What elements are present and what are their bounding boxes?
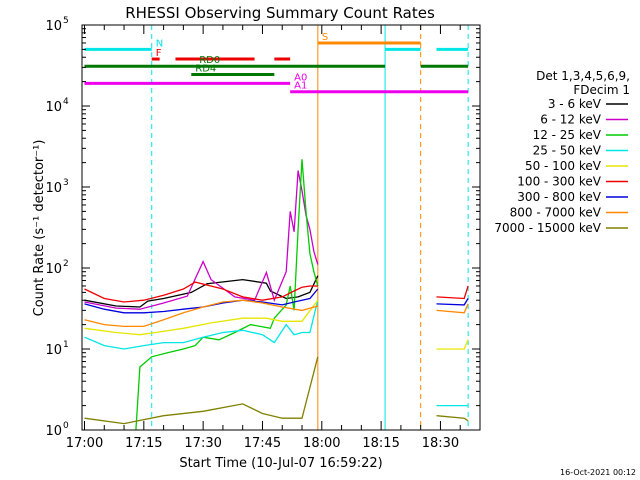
y-tick-label: 10 <box>45 100 62 115</box>
x-tick-label: 18:15 <box>362 436 399 451</box>
series-line-12-25-kev <box>135 159 319 430</box>
y-tick-exponent: 5 <box>63 16 69 26</box>
series-segment-after-gap-2 <box>436 303 469 314</box>
y-tick-label: 10 <box>45 262 62 277</box>
series-line-6-12-kev <box>84 170 319 310</box>
y-tick-exponent: 1 <box>63 340 69 350</box>
x-axis: 17:00 17:15 17:30 17:45 18:00 18:15 18:30 <box>66 25 481 451</box>
legend-label-300-800-kev: 300 - 800 keV <box>517 190 601 204</box>
y-tick-label: 10 <box>45 424 62 439</box>
flag-label-a1: A1 <box>294 81 307 92</box>
flag-label-s: S <box>322 32 328 43</box>
x-tick-label: 17:45 <box>244 436 281 451</box>
x-tick-label: 17:00 <box>66 436 103 451</box>
series-segment-after-gap-0 <box>436 285 469 300</box>
legend-label-7000-15000-kev: 7000 - 15000 keV <box>494 221 601 235</box>
series-line-3-6-kev <box>84 275 319 308</box>
flag-label-n: N <box>156 38 163 49</box>
flag-label-f: F <box>156 48 162 59</box>
series-line-25-50-kev <box>84 300 319 350</box>
series-segment-after-gap-5 <box>436 415 469 422</box>
legend-label-50-100-kev: 50 - 100 keV <box>525 159 602 173</box>
series-segment-after-gap-1 <box>436 298 469 306</box>
x-tick-label: 17:15 <box>125 436 162 451</box>
series-line-7000-15000-kev <box>84 356 319 425</box>
x-tick-label: 18:00 <box>303 436 340 451</box>
y-tick-exponent: 4 <box>63 97 69 107</box>
legend-header-line-2: FDecim 1 <box>573 83 630 97</box>
y-axis-label: Count Rate (s⁻¹ detector⁻¹) <box>32 140 47 317</box>
legend-label-12-25-kev: 12 - 25 keV <box>533 128 602 142</box>
x-tick-label: 18:30 <box>422 436 459 451</box>
plot-frame <box>81 24 481 431</box>
series-line-800-7000-kev <box>84 299 318 328</box>
y-tick-exponent: 2 <box>63 259 69 269</box>
legend-label-800-7000-kev: 800 - 7000 keV <box>510 206 602 220</box>
x-axis-label: Start Time (10-Jul-07 16:59:22) <box>179 456 382 471</box>
legend-label-3-6-kev: 3 - 6 keV <box>548 97 602 111</box>
y-tick-exponent: 3 <box>63 178 69 188</box>
legend-label-25-50-kev: 25 - 50 keV <box>533 144 602 158</box>
series-segment-after-gap-3 <box>436 339 469 350</box>
y-tick-label: 10 <box>45 181 62 196</box>
y-tick-label: 10 <box>45 19 62 34</box>
legend-label-6-12-kev: 6 - 12 keV <box>540 113 602 127</box>
legend-header-line-1: Det 1,3,4,5,6,9, <box>536 69 630 83</box>
flag-label-a0: A0 <box>294 72 307 83</box>
flag-label-rd4: RD4 <box>195 63 216 74</box>
footer-date: 16-Oct-2021 00:12 <box>560 468 636 477</box>
x-tick-label: 17:30 <box>184 436 221 451</box>
flag-label-rd0: RD0 <box>199 55 220 66</box>
legend: Det 1,3,4,5,6,9, FDecim 1 3 - 6 keV 6 - 1… <box>494 69 630 235</box>
y-tick-label: 10 <box>45 343 62 358</box>
y-tick-exponent: 0 <box>63 421 69 431</box>
legend-label-100-300-kev: 100 - 300 keV <box>517 175 601 189</box>
series-line-300-800-kev <box>84 288 319 314</box>
series-line-50-100-kev <box>84 299 319 336</box>
chart-title: RHESSI Observing Summary Count Rates <box>125 4 435 22</box>
series-line-100-300-kev <box>84 281 318 303</box>
